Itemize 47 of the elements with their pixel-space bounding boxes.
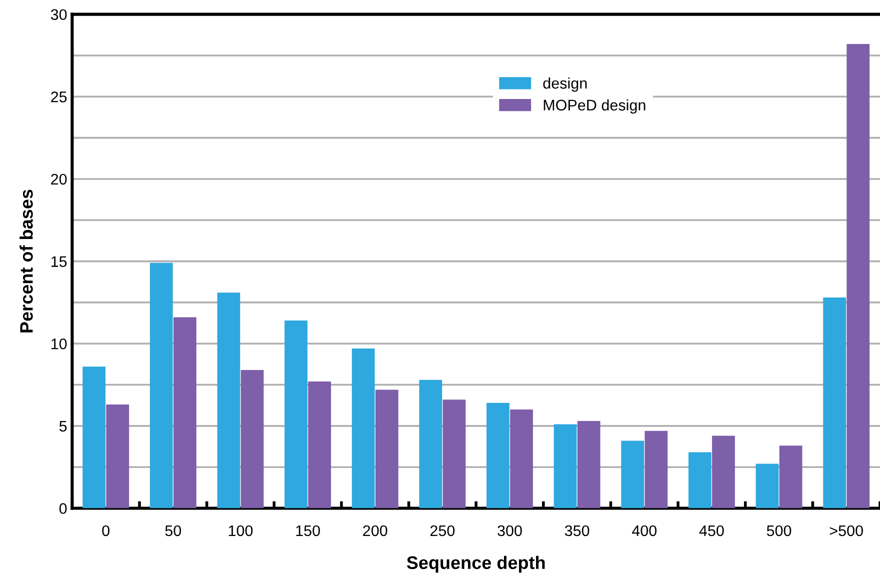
x-tick-label: 100 [228,525,253,536]
x-tick-label: 0 [102,525,110,536]
bar [82,366,106,508]
y-tick-label: 10 [51,338,67,350]
bar [308,381,332,508]
x-tick-label: 300 [498,525,522,536]
x-tick-label: 200 [363,525,388,536]
legend-label: MOPeD design [544,99,646,114]
bar [284,320,308,508]
bar [712,436,735,508]
bar [577,420,600,508]
x-tick-label: 400 [632,525,657,536]
bar [644,430,668,508]
bar [486,402,510,508]
bar [846,44,870,508]
y-tick-label: 30 [50,9,67,20]
bar [150,262,173,508]
bar [173,317,196,508]
bar [688,452,712,508]
x-axis-title: Sequence depth [406,556,545,573]
y-tick-label: 25 [51,92,67,102]
bar [217,292,240,508]
y-tick-label: 0 [59,503,67,514]
x-tick-label: 50 [165,525,182,536]
legend-label: design [543,77,587,92]
bar [352,348,375,508]
y-tick-label: 5 [59,420,67,432]
y-axis-title: Percent of bases [20,190,33,332]
x-tick-label: 450 [699,525,724,536]
bar [779,446,802,508]
x-tick-label: 500 [766,525,792,536]
y-tick-label: 15 [51,256,67,267]
bar [442,400,466,508]
x-tick-label: >500 [830,525,863,536]
x-tick-label: 150 [296,525,320,536]
bar [823,298,846,508]
bar [106,404,130,508]
bar [510,409,533,508]
bar [554,424,577,508]
x-tick-label: 250 [430,525,455,536]
bar [240,370,264,508]
bar [756,464,779,508]
x-tick-label: 350 [564,525,590,536]
bar [375,390,398,508]
y-tick-label: 20 [51,174,67,185]
bar [419,380,442,508]
bar [621,440,644,508]
